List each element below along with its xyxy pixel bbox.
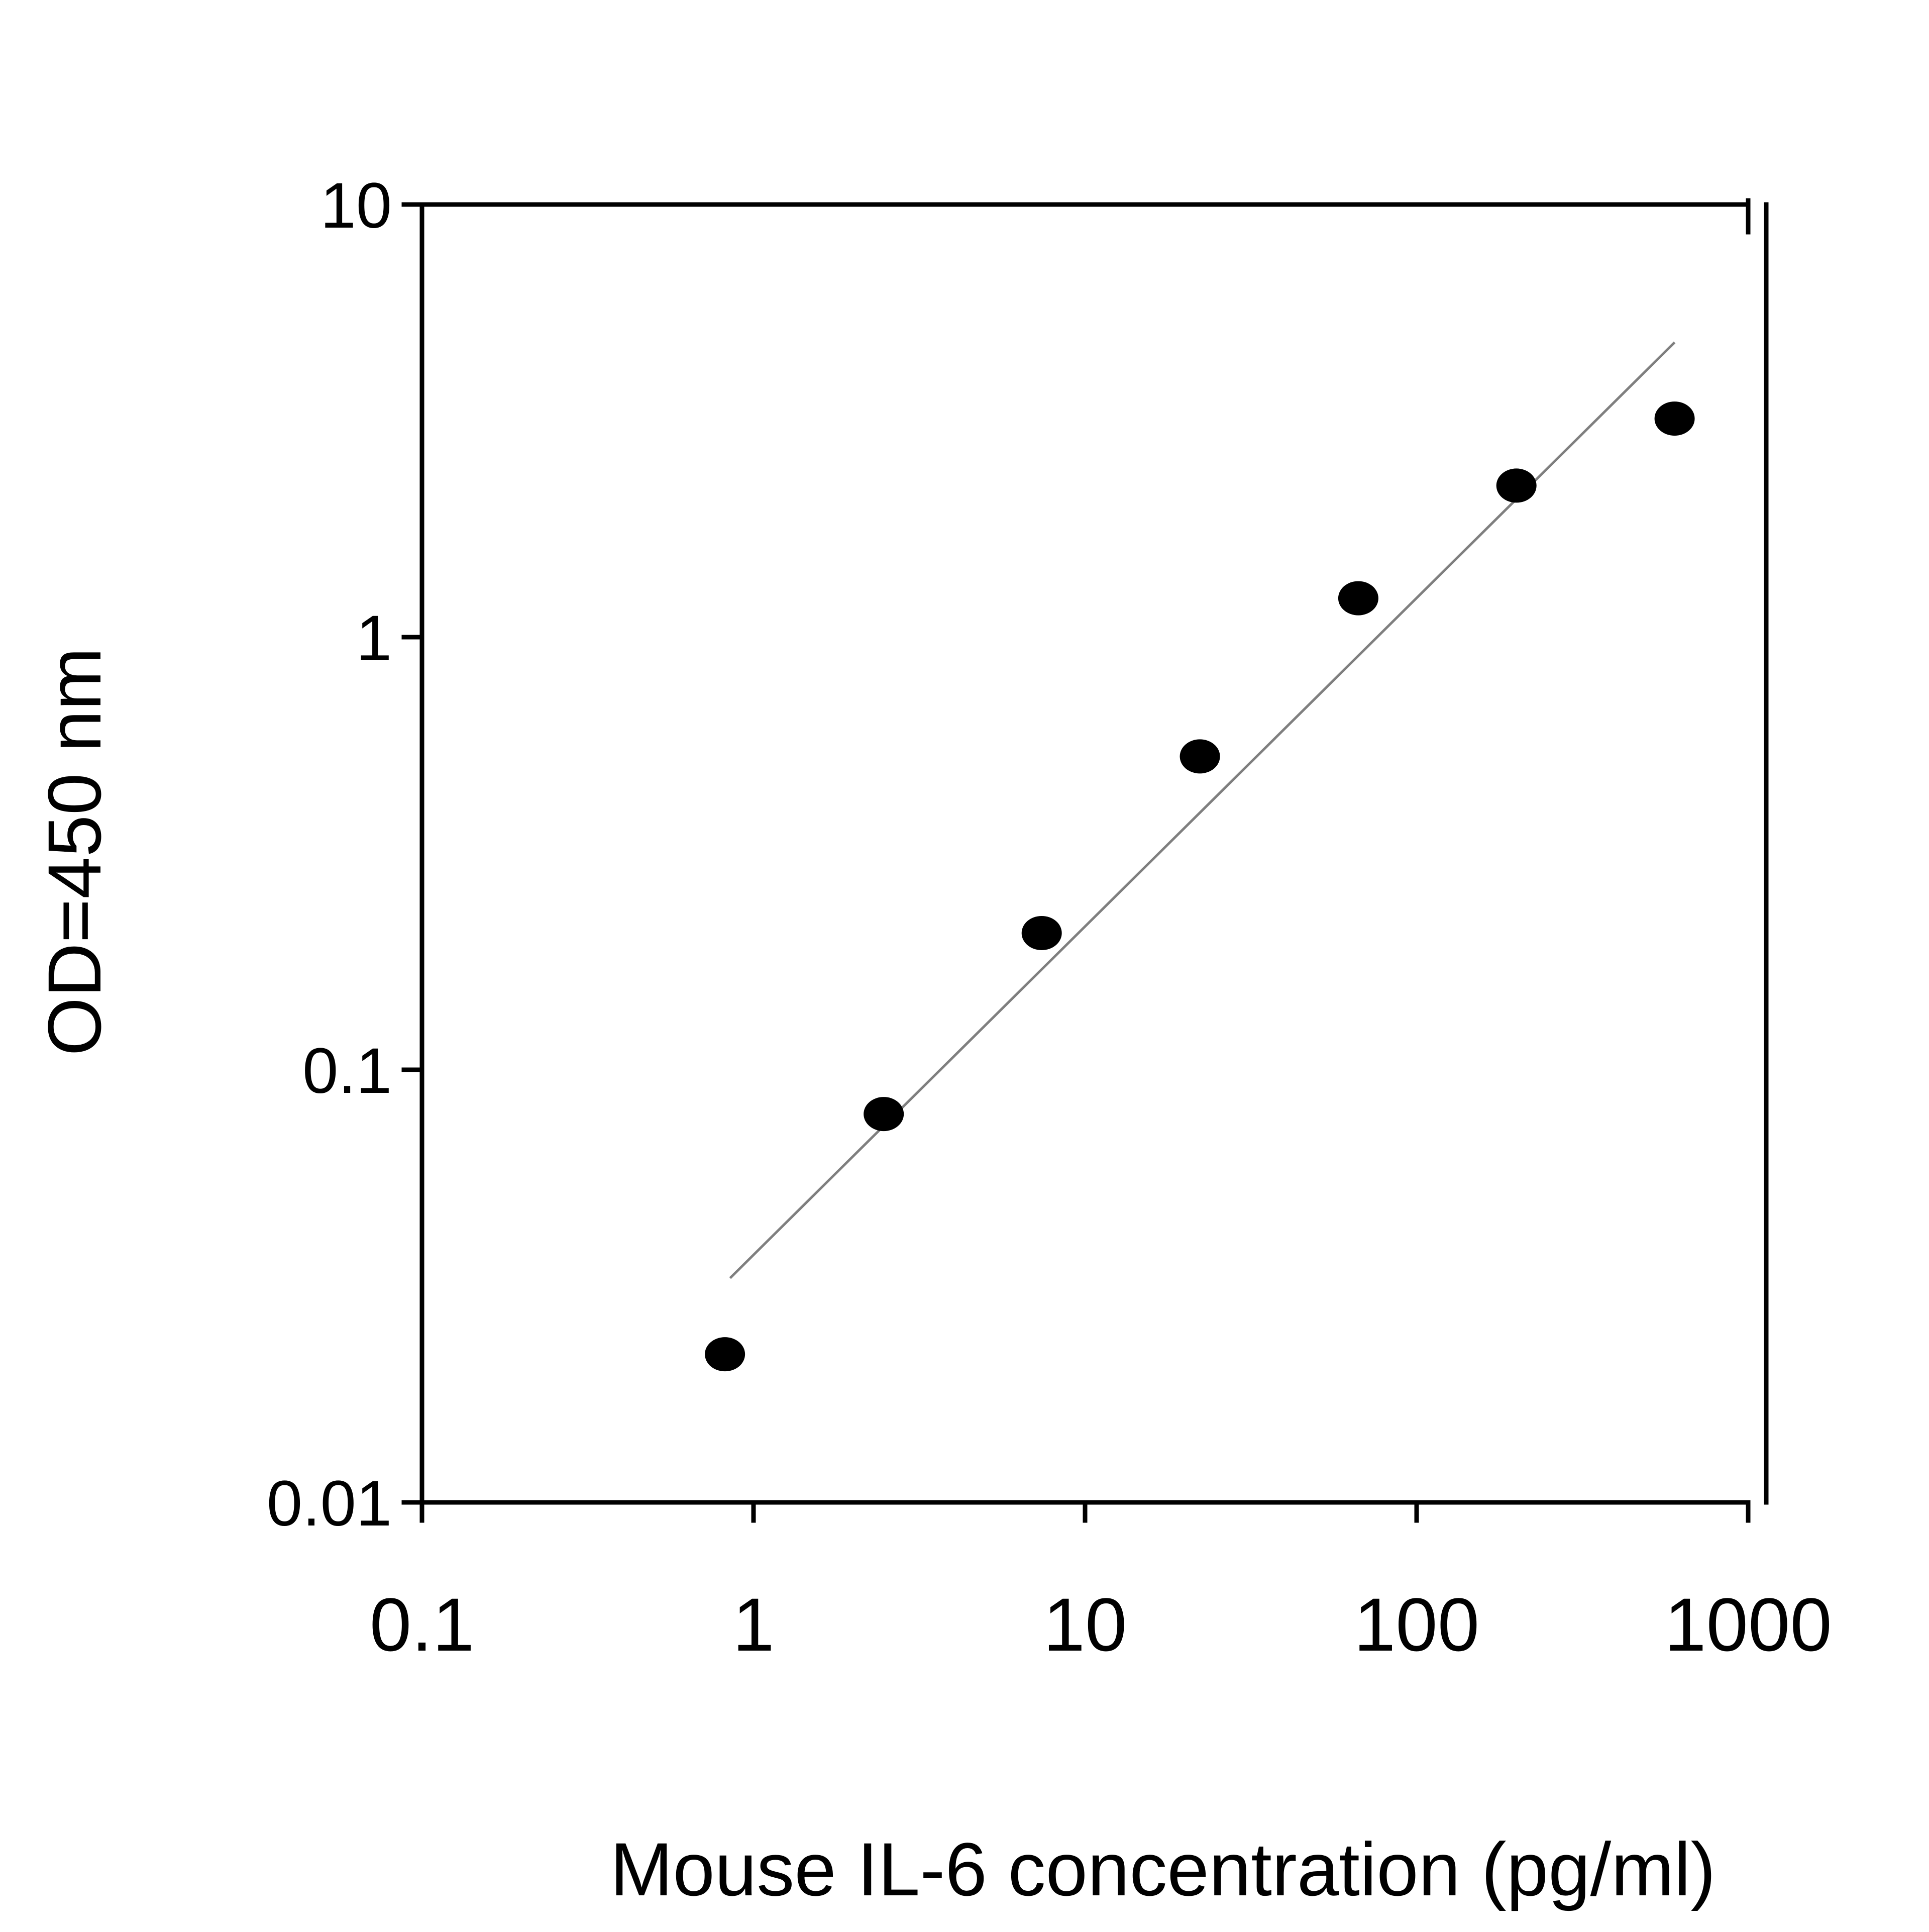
y-tick-label: 0.1 — [302, 1035, 392, 1107]
y-tick-label: 0.01 — [267, 1468, 392, 1540]
data-point — [705, 1337, 745, 1372]
y-tick-label: 1 — [356, 602, 392, 674]
data-point — [1180, 739, 1220, 774]
data-point — [1654, 401, 1695, 436]
y-tick-label: 10 — [320, 170, 392, 242]
y-axis-label: OD=450 nm — [32, 648, 117, 1056]
x-tick-label: 10 — [1043, 1582, 1127, 1667]
data-point — [1338, 581, 1378, 616]
x-tick-label: 1 — [732, 1582, 774, 1667]
x-tick-label: 100 — [1354, 1582, 1479, 1667]
x-tick-label: 0.1 — [370, 1582, 475, 1667]
x-tick-label: 1000 — [1664, 1582, 1832, 1667]
data-point — [864, 1097, 904, 1132]
data-point — [1496, 468, 1537, 503]
x-axis-label: Mouse IL-6 concentration (pg/ml) — [610, 1827, 1716, 1911]
data-point — [1021, 916, 1062, 950]
